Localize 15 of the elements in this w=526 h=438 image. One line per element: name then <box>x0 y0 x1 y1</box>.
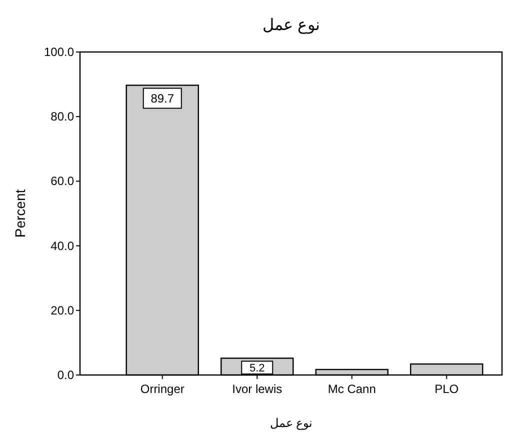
y-tick-label: 80.0 <box>50 110 74 124</box>
x-axis-title: نوع عمل <box>270 416 312 430</box>
y-tick-label: 20.0 <box>50 303 74 318</box>
x-tick-label: Orringer <box>140 382 184 396</box>
data-label: 89.7 <box>150 91 174 106</box>
x-tick-label: Mc Cann <box>328 382 376 396</box>
x-tick-label: PLO <box>434 382 459 396</box>
x-tick-label: Ivor lewis <box>232 382 282 396</box>
data-label: 5.2 <box>249 362 265 375</box>
chart-title: نوع عمل <box>262 17 320 34</box>
y-tick-label: 40.0 <box>50 238 74 253</box>
y-axis-title: Percent <box>12 189 28 238</box>
y-tick-label: 0.0 <box>57 368 74 382</box>
y-tick-label: 100.0 <box>44 45 74 59</box>
y-tick-label: 60.0 <box>50 174 74 188</box>
